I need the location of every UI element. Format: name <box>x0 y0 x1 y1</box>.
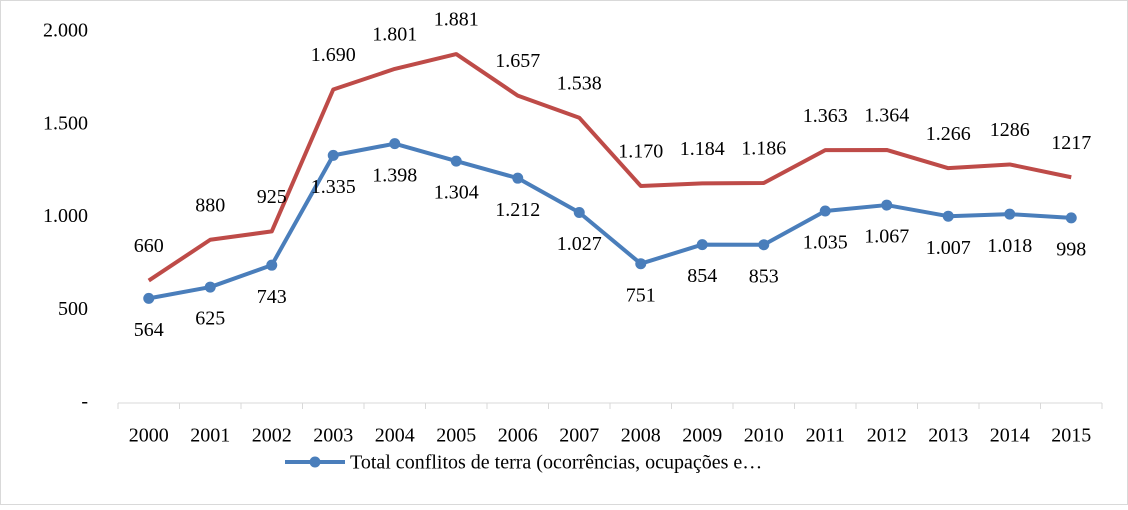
x-tick-label: 2014 <box>990 425 1030 447</box>
y-tick-label: 1.000 <box>43 205 88 227</box>
data-label: 1.657 <box>495 50 540 72</box>
x-tick-label: 2004 <box>375 425 415 447</box>
data-label: 660 <box>134 235 164 257</box>
point <box>1065 212 1077 224</box>
x-tick-label: 2000 <box>129 425 169 447</box>
y-tick-label: 2.000 <box>43 20 88 42</box>
point <box>1004 208 1016 220</box>
point <box>143 292 155 304</box>
y-tick-label: 1.500 <box>43 112 88 134</box>
x-tick-label: 2009 <box>682 425 722 447</box>
point <box>389 138 401 150</box>
x-tick-label: 2003 <box>313 425 353 447</box>
point <box>758 239 770 251</box>
data-label: 1.184 <box>680 138 725 160</box>
data-label: 1.538 <box>557 72 602 94</box>
series-line <box>147 52 1072 283</box>
x-tick-label: 2006 <box>498 425 538 447</box>
data-label: 1.690 <box>311 44 356 66</box>
data-label: 1.801 <box>372 24 417 46</box>
data-label: 880 <box>195 194 225 216</box>
data-label: 1.067 <box>864 226 909 248</box>
data-label: 625 <box>195 308 225 330</box>
data-label: 1.212 <box>495 199 540 221</box>
x-tick-label: 2012 <box>867 425 907 447</box>
point <box>327 149 339 161</box>
data-label: 751 <box>626 284 656 306</box>
point <box>450 155 462 167</box>
point <box>881 199 893 211</box>
data-label: 854 <box>687 265 717 287</box>
point <box>635 258 647 270</box>
data-label: 1.398 <box>372 164 417 186</box>
data-label: 1.266 <box>926 123 971 145</box>
y-tick-label: - <box>81 391 88 413</box>
x-tick-label: 2010 <box>744 425 784 447</box>
data-label: 853 <box>749 265 779 287</box>
x-tick-label: 2005 <box>436 425 476 447</box>
point <box>204 281 216 293</box>
series-line <box>148 141 1072 301</box>
x-tick-label: 2007 <box>559 425 599 447</box>
x-tick-label: 2002 <box>252 425 292 447</box>
x-tick-label: 2008 <box>621 425 661 447</box>
x-tick-label: 2011 <box>806 425 845 447</box>
data-label: 1.186 <box>741 138 786 160</box>
legend-label: Total conflitos de terra (ocorrências, o… <box>350 452 762 474</box>
legend-marker <box>309 456 321 468</box>
data-label: 998 <box>1056 238 1086 260</box>
point <box>819 205 831 217</box>
x-tick-label: 2001 <box>190 425 230 447</box>
data-label: 1.364 <box>864 105 909 127</box>
data-label: 925 <box>257 186 287 208</box>
data-label: 1.304 <box>434 182 479 204</box>
point <box>512 172 524 184</box>
data-label: 1.363 <box>803 105 848 127</box>
point <box>942 210 954 222</box>
point <box>266 259 278 271</box>
x-tick-label: 2015 <box>1051 425 1091 447</box>
data-label: 743 <box>257 286 287 308</box>
data-label: 1.027 <box>557 233 602 255</box>
data-label: 1.018 <box>987 235 1032 257</box>
data-label: 1.170 <box>618 141 663 163</box>
point <box>696 239 708 251</box>
y-tick-label: 500 <box>58 298 88 320</box>
data-label: 1217 <box>1051 132 1091 154</box>
data-label: 1.881 <box>434 9 479 31</box>
data-label: 1.007 <box>926 237 971 259</box>
data-label: 1.035 <box>803 232 848 254</box>
data-label: 1.335 <box>311 176 356 198</box>
point <box>573 206 585 218</box>
data-label: 564 <box>134 319 164 341</box>
data-label: 1286 <box>990 119 1030 141</box>
x-tick-label: 2013 <box>928 425 968 447</box>
